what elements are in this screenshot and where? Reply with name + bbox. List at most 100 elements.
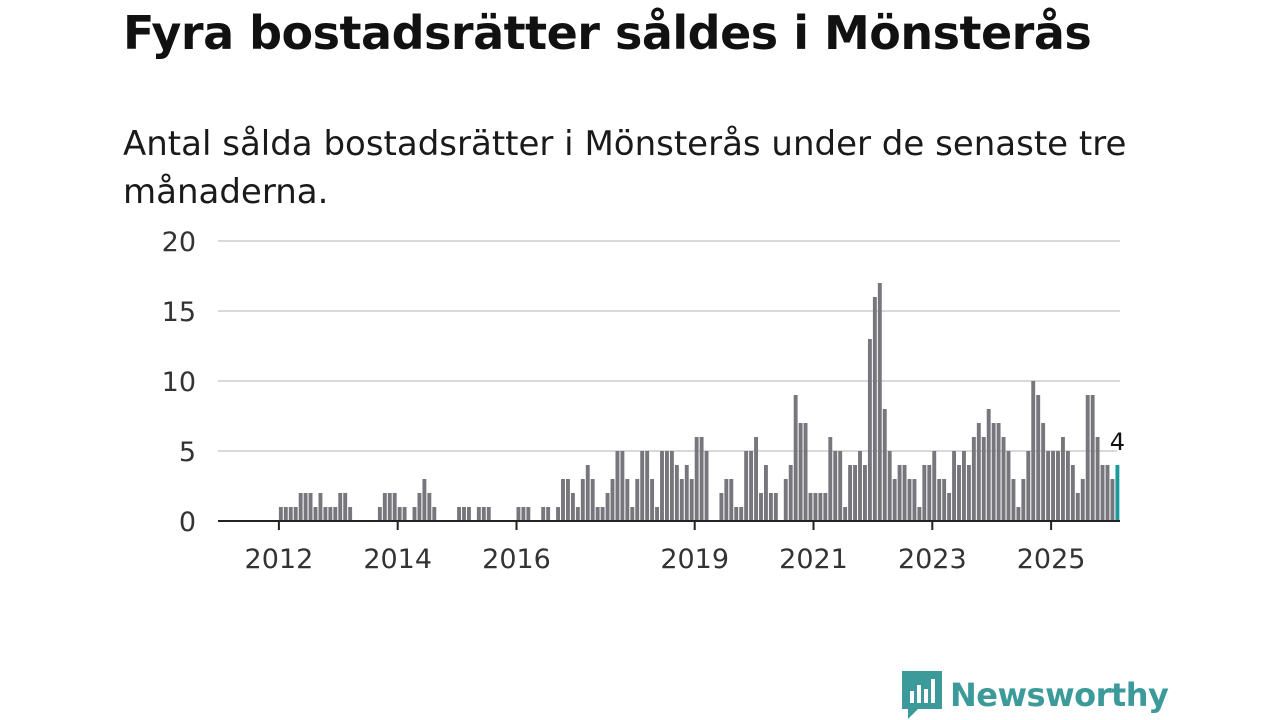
x-tick-label: 2012 xyxy=(245,544,314,575)
bar xyxy=(580,479,585,521)
bar xyxy=(1026,451,1031,521)
bar xyxy=(338,493,343,521)
bar xyxy=(526,507,531,521)
bar xyxy=(957,465,961,521)
bar xyxy=(783,479,788,521)
bar xyxy=(734,507,739,521)
bar xyxy=(1061,437,1065,521)
bar xyxy=(798,423,803,521)
bar xyxy=(397,507,402,521)
bar xyxy=(412,507,417,521)
bar xyxy=(541,507,546,521)
bar xyxy=(605,493,610,521)
bar xyxy=(417,493,422,521)
bar xyxy=(1006,451,1011,521)
bar xyxy=(1100,465,1105,521)
bar xyxy=(768,493,773,521)
x-tick-label: 2019 xyxy=(660,544,729,575)
bar xyxy=(1051,451,1055,521)
bar xyxy=(546,507,551,521)
newsworthy-logo: Newsworthy xyxy=(902,670,1169,720)
bar xyxy=(818,493,823,521)
bar xyxy=(813,493,818,521)
bar xyxy=(689,479,694,521)
bar xyxy=(293,507,298,521)
bar xyxy=(1110,479,1115,521)
bar xyxy=(1105,465,1110,521)
bar xyxy=(1065,451,1070,521)
bar xyxy=(694,437,699,521)
bar xyxy=(719,493,724,521)
bar xyxy=(927,465,932,521)
bar xyxy=(684,465,689,521)
bar xyxy=(566,479,570,521)
chart-subtitle: Antal sålda bostadsrätter i Mönsterås un… xyxy=(123,124,1127,212)
bar xyxy=(561,479,565,521)
highlight-label: 4 xyxy=(1110,428,1125,456)
bar xyxy=(863,465,867,521)
bar xyxy=(907,479,912,521)
bar xyxy=(833,451,838,521)
bar xyxy=(674,465,679,521)
bar xyxy=(1031,381,1036,521)
bar xyxy=(590,479,595,521)
bar xyxy=(971,437,976,521)
bar xyxy=(1090,395,1095,521)
bar xyxy=(382,493,387,521)
x-tick-label: 2025 xyxy=(1017,544,1086,575)
bar xyxy=(952,451,956,521)
bar xyxy=(1085,395,1090,521)
bar xyxy=(486,507,491,521)
bar xyxy=(976,423,981,521)
bar xyxy=(278,507,283,521)
bar xyxy=(481,507,486,521)
bar xyxy=(966,465,971,521)
bar xyxy=(635,479,640,521)
bar xyxy=(308,493,313,521)
bar xyxy=(402,507,407,521)
x-tick-label: 2023 xyxy=(898,544,967,575)
bar xyxy=(996,423,1001,521)
bar xyxy=(764,465,768,521)
bar xyxy=(288,507,293,521)
bar xyxy=(887,451,892,521)
bar xyxy=(665,451,669,521)
bar xyxy=(962,451,966,521)
bar xyxy=(298,493,303,521)
bar xyxy=(1016,507,1021,521)
bar xyxy=(615,451,620,521)
bar xyxy=(986,409,991,521)
bar xyxy=(788,465,793,521)
bar xyxy=(1095,437,1100,521)
bar xyxy=(838,451,843,521)
bar xyxy=(348,507,353,521)
bar xyxy=(422,479,427,521)
y-tick-label: 10 xyxy=(162,367,196,398)
bar xyxy=(333,507,338,521)
bar xyxy=(1056,451,1060,521)
bar xyxy=(476,507,481,521)
bar xyxy=(739,507,744,521)
bar xyxy=(912,479,917,521)
brand-name: Newsworthy xyxy=(950,676,1169,714)
bar xyxy=(1011,479,1016,521)
bar xyxy=(1075,493,1080,521)
bar xyxy=(427,493,432,521)
bar xyxy=(872,297,877,521)
bar xyxy=(724,479,729,521)
bar xyxy=(877,283,882,521)
bar xyxy=(313,507,318,521)
bar xyxy=(620,451,625,521)
y-tick-label: 15 xyxy=(162,297,196,328)
chart-title: Fyra bostadsrätter såldes i Mönsterås xyxy=(123,6,1092,60)
bar xyxy=(922,465,927,521)
bar xyxy=(283,507,288,521)
bar xyxy=(947,493,952,521)
y-tick-label: 0 xyxy=(179,507,196,538)
bar xyxy=(729,479,734,521)
bar xyxy=(1001,437,1006,521)
bar xyxy=(867,339,872,521)
bar xyxy=(595,507,600,521)
newsworthy-logo-icon xyxy=(902,671,942,719)
bar xyxy=(600,507,605,521)
